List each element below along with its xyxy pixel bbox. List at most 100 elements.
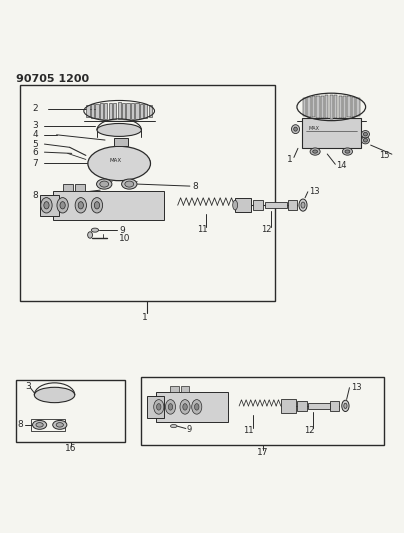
Bar [140, 104, 143, 118]
Text: 16: 16 [65, 444, 76, 453]
Ellipse shape [299, 199, 307, 211]
Ellipse shape [44, 201, 49, 209]
Bar [330, 95, 333, 119]
Text: 4: 4 [32, 130, 38, 139]
Bar [352, 97, 355, 117]
Text: 9: 9 [187, 425, 192, 434]
Ellipse shape [364, 132, 368, 136]
Ellipse shape [34, 387, 75, 402]
Ellipse shape [75, 198, 86, 213]
Text: 15: 15 [379, 151, 390, 160]
Ellipse shape [291, 125, 300, 134]
Text: 90705 1200: 90705 1200 [16, 74, 89, 84]
Ellipse shape [180, 400, 190, 414]
Text: 1: 1 [287, 155, 293, 164]
Text: 7: 7 [32, 159, 38, 168]
Text: 12: 12 [261, 225, 272, 234]
Bar [20, 85, 275, 301]
Text: MAX: MAX [109, 158, 121, 163]
Text: 14: 14 [336, 161, 347, 170]
Ellipse shape [53, 421, 67, 429]
Text: 13: 13 [351, 383, 361, 392]
Ellipse shape [157, 403, 161, 410]
Bar [312, 96, 315, 117]
Bar [170, 386, 179, 392]
Text: 8: 8 [18, 421, 23, 430]
Bar [63, 184, 73, 191]
Bar [40, 195, 59, 216]
Text: MAX: MAX [308, 126, 319, 131]
Ellipse shape [183, 403, 187, 410]
Text: 8: 8 [192, 182, 198, 191]
Ellipse shape [57, 198, 68, 213]
Bar [131, 103, 134, 119]
Bar [91, 104, 94, 118]
Ellipse shape [342, 148, 352, 155]
Ellipse shape [170, 424, 177, 427]
Bar [16, 379, 125, 442]
Bar [321, 95, 324, 118]
Ellipse shape [154, 400, 164, 414]
Bar [303, 98, 306, 116]
Text: 3: 3 [25, 382, 31, 391]
Bar [339, 95, 342, 118]
Ellipse shape [97, 124, 141, 136]
Text: 5: 5 [32, 140, 38, 149]
Ellipse shape [91, 228, 99, 232]
Bar [149, 104, 152, 117]
Text: 8: 8 [32, 191, 38, 200]
Ellipse shape [233, 200, 238, 210]
Text: 17: 17 [257, 448, 268, 457]
Ellipse shape [168, 403, 173, 410]
Bar [135, 103, 139, 118]
Text: 2: 2 [32, 104, 38, 114]
Text: 11: 11 [197, 225, 207, 234]
Bar [144, 104, 147, 118]
Ellipse shape [91, 198, 103, 213]
Ellipse shape [125, 181, 134, 187]
Ellipse shape [122, 179, 137, 189]
Bar [147, 396, 164, 418]
Bar [235, 198, 251, 212]
Bar [95, 104, 99, 118]
Ellipse shape [78, 201, 84, 209]
Ellipse shape [166, 400, 176, 414]
Text: 9: 9 [119, 225, 125, 235]
Ellipse shape [32, 421, 47, 429]
Ellipse shape [97, 179, 112, 189]
Text: 13: 13 [309, 187, 320, 196]
Text: 1: 1 [142, 312, 147, 321]
Text: 10: 10 [119, 233, 130, 243]
Ellipse shape [195, 403, 199, 410]
Bar [156, 392, 228, 422]
Bar [356, 98, 360, 116]
Bar [122, 102, 125, 119]
Bar [86, 104, 90, 117]
Bar [297, 401, 307, 411]
Bar [347, 96, 351, 117]
Ellipse shape [88, 232, 93, 238]
Bar [307, 97, 311, 117]
Text: 6: 6 [32, 148, 38, 157]
Ellipse shape [60, 201, 65, 209]
Bar [308, 402, 330, 409]
Ellipse shape [342, 400, 349, 411]
Ellipse shape [301, 202, 305, 208]
Bar [281, 399, 296, 413]
Bar [316, 96, 320, 118]
Ellipse shape [313, 150, 318, 153]
Ellipse shape [36, 423, 43, 427]
Bar [252, 200, 263, 210]
Bar [118, 102, 121, 119]
Text: 12: 12 [304, 426, 314, 434]
Bar [325, 95, 328, 118]
Bar [288, 200, 297, 210]
Ellipse shape [361, 136, 370, 144]
Bar [141, 377, 384, 445]
Bar [75, 184, 85, 191]
Bar [265, 202, 287, 208]
Text: 3: 3 [32, 122, 38, 131]
Text: 11: 11 [243, 426, 254, 434]
Bar [126, 103, 130, 119]
Bar [302, 118, 360, 148]
